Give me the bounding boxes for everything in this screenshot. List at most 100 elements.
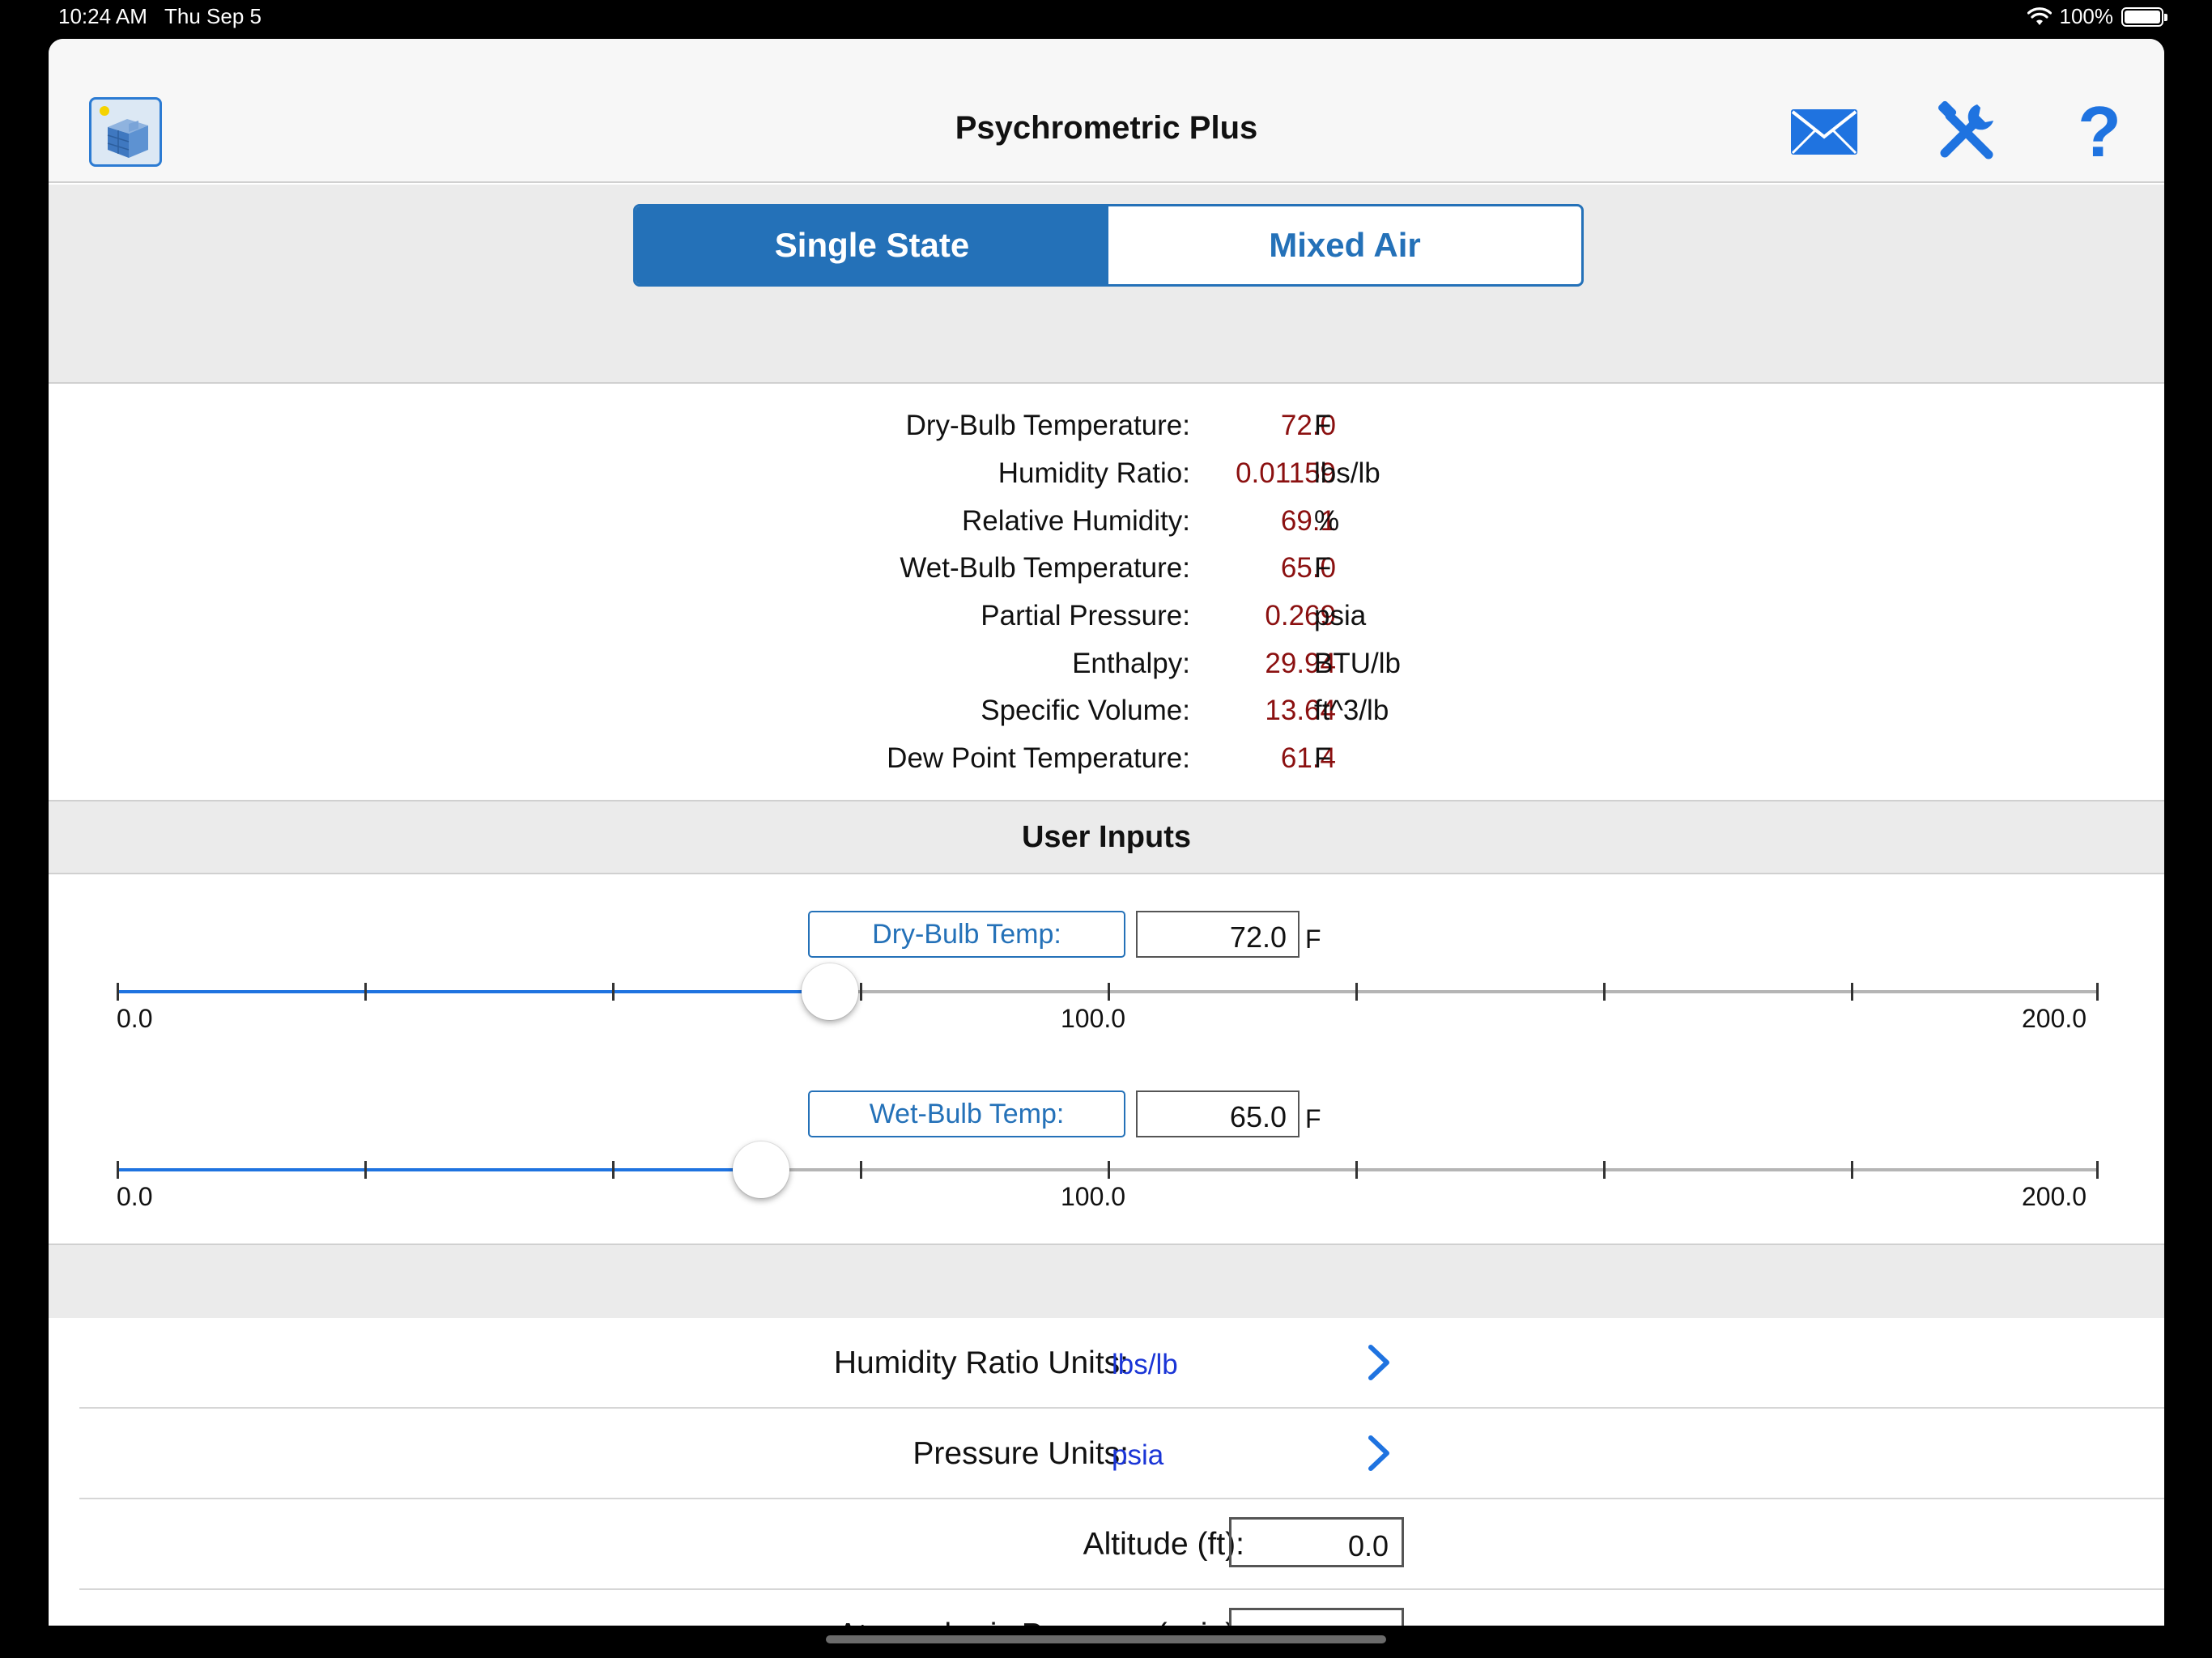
dry-bulb-unit: F bbox=[1305, 925, 1321, 954]
wifi-icon bbox=[2027, 6, 2052, 25]
altitude-row: Altitude (ft): 0.0 bbox=[49, 1499, 2164, 1590]
slider-min-label: 0.0 bbox=[117, 1182, 153, 1211]
slider-tick bbox=[2096, 983, 2099, 1001]
result-unit: F bbox=[1314, 410, 1332, 441]
status-bar: 10:24 AM Thu Sep 5 100% bbox=[0, 0, 2212, 32]
slider-tick bbox=[1851, 1161, 1853, 1179]
slider-track-fill bbox=[117, 990, 831, 993]
result-row: Relative Humidity: 69.1 % bbox=[49, 505, 2164, 552]
battery-icon bbox=[2121, 6, 2167, 27]
status-right: 100% bbox=[2027, 4, 2167, 29]
slider-max-label: 200.0 bbox=[2022, 1182, 2087, 1211]
help-button[interactable]: ? bbox=[2059, 91, 2140, 172]
dry-bulb-input[interactable]: 72.0 bbox=[1136, 911, 1300, 958]
atm-pressure-input[interactable]: 14.70 bbox=[1229, 1608, 1404, 1626]
result-value: 65.0 bbox=[1280, 552, 1336, 584]
slider-tick bbox=[612, 1161, 615, 1179]
slider-tick bbox=[117, 1161, 119, 1179]
pressure-units-value: psia bbox=[1112, 1439, 1164, 1471]
status-time: 10:24 AM bbox=[58, 4, 147, 28]
result-label: Wet-Bulb Temperature: bbox=[900, 552, 1190, 584]
result-row: Partial Pressure: 0.269 psia bbox=[49, 600, 2164, 647]
result-value: 61.4 bbox=[1280, 742, 1336, 774]
result-value: 72.0 bbox=[1280, 410, 1336, 441]
result-label: Specific Volume: bbox=[981, 695, 1190, 726]
segment-band: Single State Mixed Air bbox=[49, 185, 2164, 384]
result-value: 0.01159 bbox=[1236, 457, 1336, 489]
app-window: Psychrometric Plus ? bbox=[49, 39, 2164, 1626]
mail-button[interactable] bbox=[1784, 96, 1865, 168]
result-value: 0.269 bbox=[1265, 600, 1336, 631]
slider-thumb[interactable] bbox=[732, 1141, 789, 1198]
result-row: Dew Point Temperature: 61.4 F bbox=[49, 742, 2164, 789]
slider-thumb[interactable] bbox=[802, 963, 859, 1020]
mode-segmented-control: Single State Mixed Air bbox=[633, 204, 1584, 287]
humidity-units-value: lbs/lb bbox=[1112, 1349, 1178, 1380]
slider-tick bbox=[1603, 1161, 1606, 1179]
wet-bulb-unit: F bbox=[1305, 1104, 1321, 1133]
altitude-input[interactable]: 0.0 bbox=[1229, 1517, 1404, 1567]
slider-tick bbox=[364, 983, 367, 1001]
slider-tick bbox=[860, 983, 862, 1001]
result-label: Dew Point Temperature: bbox=[887, 742, 1190, 774]
result-row: Specific Volume: 13.64 ft^3/lb bbox=[49, 695, 2164, 742]
settings-panel: Humidity Ratio Units: lbs/lb Pressure Un… bbox=[49, 1318, 2164, 1626]
user-inputs-panel: Dry-Bulb Temp: 72.0 F 0.0 100.0 200.0 We… bbox=[49, 874, 2164, 1244]
slider-tick bbox=[1355, 983, 1358, 1001]
result-value: 69.1 bbox=[1280, 505, 1336, 537]
atm-pressure-row: Atmospheric Pressure (psia): 14.70 bbox=[49, 1590, 2164, 1626]
slider-tick bbox=[1108, 983, 1110, 1001]
slider-tick bbox=[117, 983, 119, 1001]
result-label: Enthalpy: bbox=[1072, 648, 1190, 679]
chevron-right-icon[interactable] bbox=[1363, 1433, 1395, 1473]
section-separator bbox=[49, 1244, 2164, 1318]
result-row: Humidity Ratio: 0.01159 lbs/lb bbox=[49, 457, 2164, 504]
slider-max-label: 200.0 bbox=[2022, 1004, 2087, 1033]
humidity-units-label: Humidity Ratio Units: bbox=[833, 1346, 1129, 1380]
nav-bar: Psychrometric Plus ? bbox=[49, 39, 2164, 183]
slider-mid-label: 100.0 bbox=[1061, 1182, 1126, 1211]
slider-tick bbox=[860, 1161, 862, 1179]
wet-bulb-slider[interactable] bbox=[117, 1141, 2099, 1198]
mail-icon bbox=[1791, 109, 1857, 155]
slider-tick bbox=[1603, 983, 1606, 1001]
slider-mid-label: 100.0 bbox=[1061, 1004, 1126, 1033]
building-icon bbox=[100, 106, 148, 158]
wet-bulb-button[interactable]: Wet-Bulb Temp: bbox=[808, 1090, 1125, 1137]
result-row: Dry-Bulb Temperature: 72.0 F bbox=[49, 410, 2164, 457]
humidity-units-row[interactable]: Humidity Ratio Units: lbs/lb bbox=[49, 1318, 2164, 1409]
dry-bulb-button[interactable]: Dry-Bulb Temp: bbox=[808, 911, 1125, 958]
row-divider bbox=[79, 1407, 2164, 1409]
result-label: Relative Humidity: bbox=[961, 505, 1190, 537]
slider-tick bbox=[1355, 1161, 1358, 1179]
result-unit: % bbox=[1314, 505, 1340, 537]
result-label: Partial Pressure: bbox=[981, 600, 1190, 631]
row-divider bbox=[79, 1498, 2164, 1499]
tools-icon bbox=[1938, 100, 1993, 159]
settings-button[interactable] bbox=[1925, 96, 2006, 168]
result-row: Enthalpy: 29.94 BTU/lb bbox=[49, 648, 2164, 695]
chevron-right-icon[interactable] bbox=[1363, 1342, 1395, 1383]
result-unit: F bbox=[1314, 552, 1332, 584]
result-value: 29.94 bbox=[1265, 648, 1336, 679]
result-label: Dry-Bulb Temperature: bbox=[905, 410, 1190, 441]
result-unit: BTU/lb bbox=[1314, 648, 1401, 679]
home-indicator[interactable] bbox=[826, 1635, 1386, 1643]
result-unit: ft^3/lb bbox=[1314, 695, 1389, 726]
result-unit: F bbox=[1314, 742, 1332, 774]
row-divider bbox=[79, 1588, 2164, 1590]
result-unit: psia bbox=[1314, 600, 1367, 631]
wet-bulb-input[interactable]: 65.0 bbox=[1136, 1090, 1300, 1137]
altitude-label: Altitude (ft): bbox=[1083, 1527, 1244, 1562]
app-logo-icon[interactable] bbox=[89, 97, 162, 167]
dry-bulb-slider[interactable] bbox=[117, 963, 2099, 1020]
pressure-units-row[interactable]: Pressure Units: psia bbox=[49, 1409, 2164, 1499]
status-date: Thu Sep 5 bbox=[164, 4, 262, 28]
slider-tick bbox=[612, 983, 615, 1001]
results-panel: Dry-Bulb Temperature: 72.0 F Humidity Ra… bbox=[49, 385, 2164, 800]
page-title: Psychrometric Plus bbox=[955, 110, 1258, 146]
slider-tick bbox=[364, 1161, 367, 1179]
result-label: Humidity Ratio: bbox=[998, 457, 1190, 489]
tab-mixed-air[interactable]: Mixed Air bbox=[1269, 226, 1421, 264]
tab-single-state[interactable]: Single State bbox=[636, 206, 1108, 284]
